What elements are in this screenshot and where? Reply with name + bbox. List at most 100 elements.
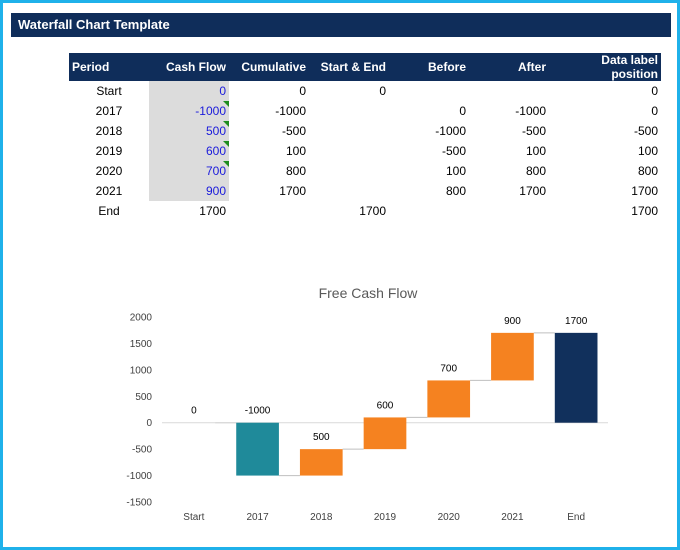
y-tick-label: 2000 [130, 313, 153, 324]
cell-period: 2019 [95, 144, 123, 158]
cell-cash-flow: 1700 [149, 201, 229, 221]
table-row: 2017 -1000 -1000 0 -1000 0 [69, 101, 661, 121]
cell-data-label-position: 0 [651, 84, 658, 98]
cell-after: 100 [525, 144, 546, 158]
bar-2019 [363, 417, 407, 450]
x-tick-label: 2020 [438, 512, 461, 523]
data-label: 700 [440, 363, 457, 374]
y-tick-label: -500 [132, 445, 152, 456]
cell-start-end [309, 161, 389, 181]
cell-cumulative: 0 [299, 84, 306, 98]
cell-period: Start [96, 84, 122, 98]
cell-after: 800 [525, 164, 546, 178]
cell-before: 800 [445, 184, 466, 198]
bar-end [554, 332, 598, 423]
col-header-before: Before [389, 53, 469, 81]
cell-start-end: 0 [379, 84, 386, 98]
table-row: 2019 600 100 -500 100 100 [69, 141, 661, 161]
cell-data-label-position: 0 [651, 104, 658, 118]
cell-cash-flow-input[interactable]: 600 [149, 141, 229, 161]
cell-before: -1000 [435, 124, 466, 138]
waterfall-chart: Free Cash Flow -1500 -1000 -500 0 500 1000 150… [126, 285, 608, 523]
cell-data-label-position: 100 [637, 144, 658, 158]
page-title: Waterfall Chart Template [11, 13, 671, 37]
col-header-after: After [469, 53, 549, 81]
data-label: 600 [377, 400, 394, 411]
cell-before [389, 81, 469, 101]
cell-start-end [309, 141, 389, 161]
cell-cash-flow-input[interactable]: 700 [149, 161, 229, 181]
cell-data-label-position: 800 [637, 164, 658, 178]
cell-period: 2021 [95, 184, 123, 198]
cell-data-label-position: -500 [633, 124, 658, 138]
cell-data-label-position: 1700 [631, 204, 658, 218]
cell-after: 1700 [519, 184, 546, 198]
table-header-row: Period Cash Flow Cumulative Start & End … [69, 53, 661, 81]
cell-before: 0 [459, 104, 466, 118]
x-tick-label: End [567, 512, 585, 523]
x-tick-label: Start [183, 512, 204, 523]
x-tick-label: 2019 [374, 512, 397, 523]
cell-data-label-position: 1700 [631, 184, 658, 198]
cell-cumulative: 800 [285, 164, 306, 178]
x-tick-label: 2017 [246, 512, 269, 523]
data-label: 900 [504, 316, 521, 327]
y-tick-label: -1000 [126, 471, 152, 482]
cell-cash-flow-input[interactable]: 900 [149, 181, 229, 201]
data-table: Period Cash Flow Cumulative Start & End … [69, 53, 661, 221]
cell-cumulative: -500 [281, 124, 306, 138]
col-header-cash-flow: Cash Flow [149, 53, 229, 81]
table-row: Start 0 0 0 0 [69, 81, 661, 101]
bar-2017 [236, 422, 279, 476]
cell-after: -1000 [515, 104, 546, 118]
y-axis: -1500 -1000 -500 0 500 1000 1500 2000 [126, 313, 152, 509]
cell-after [469, 201, 549, 221]
cell-cumulative: -1000 [275, 104, 306, 118]
cell-cumulative [229, 201, 309, 221]
chart-title: Free Cash Flow [319, 285, 419, 301]
bars [236, 332, 598, 476]
cell-period: 2018 [95, 124, 123, 138]
data-labels: 0 -1000 500 600 700 900 1700 [191, 316, 588, 443]
cell-after [469, 81, 549, 101]
bar-2021 [491, 332, 534, 381]
x-tick-label: 2021 [501, 512, 524, 523]
cell-before [389, 201, 469, 221]
cell-before: -500 [441, 144, 466, 158]
cell-cash-flow-input[interactable]: 0 [149, 81, 229, 101]
cell-start-end: 1700 [359, 204, 386, 218]
y-tick-label: 500 [135, 392, 152, 403]
cell-cumulative: 1700 [279, 184, 306, 198]
col-header-period: Period [69, 53, 149, 81]
cell-start-end [309, 181, 389, 201]
col-header-start-end: Start & End [309, 53, 389, 81]
col-header-cumulative: Cumulative [229, 53, 309, 81]
y-tick-label: 0 [146, 418, 152, 429]
table-row: 2020 700 800 100 800 800 [69, 161, 661, 181]
col-header-data-label-position: Data label position [549, 53, 661, 81]
table-row: 2021 900 1700 800 1700 1700 [69, 181, 661, 201]
cell-cash-flow-input[interactable]: -1000 [149, 101, 229, 121]
x-tick-label: 2018 [310, 512, 333, 523]
y-tick-label: 1000 [130, 365, 153, 376]
data-label: -1000 [245, 406, 271, 417]
cell-start-end [309, 101, 389, 121]
table-row: End 1700 1700 1700 [69, 201, 661, 221]
cell-after: -500 [521, 124, 546, 138]
data-label: 500 [313, 432, 330, 443]
cell-cash-flow-input[interactable]: 500 [149, 121, 229, 141]
data-label: 1700 [565, 316, 588, 327]
cell-period: 2017 [95, 104, 123, 118]
x-axis: Start 2017 2018 2019 2020 2021 End [183, 512, 585, 523]
y-tick-label: 1500 [130, 339, 153, 350]
bar-2018 [299, 449, 343, 476]
cell-cumulative: 100 [285, 144, 306, 158]
cell-before: 100 [445, 164, 466, 178]
cell-period: 2020 [95, 164, 123, 178]
bar-2020 [427, 380, 471, 418]
cell-period: End [98, 204, 120, 218]
table-row: 2018 500 -500 -1000 -500 -500 [69, 121, 661, 141]
y-tick-label: -1500 [126, 498, 152, 509]
cell-start-end [309, 121, 389, 141]
data-label: 0 [191, 406, 197, 417]
